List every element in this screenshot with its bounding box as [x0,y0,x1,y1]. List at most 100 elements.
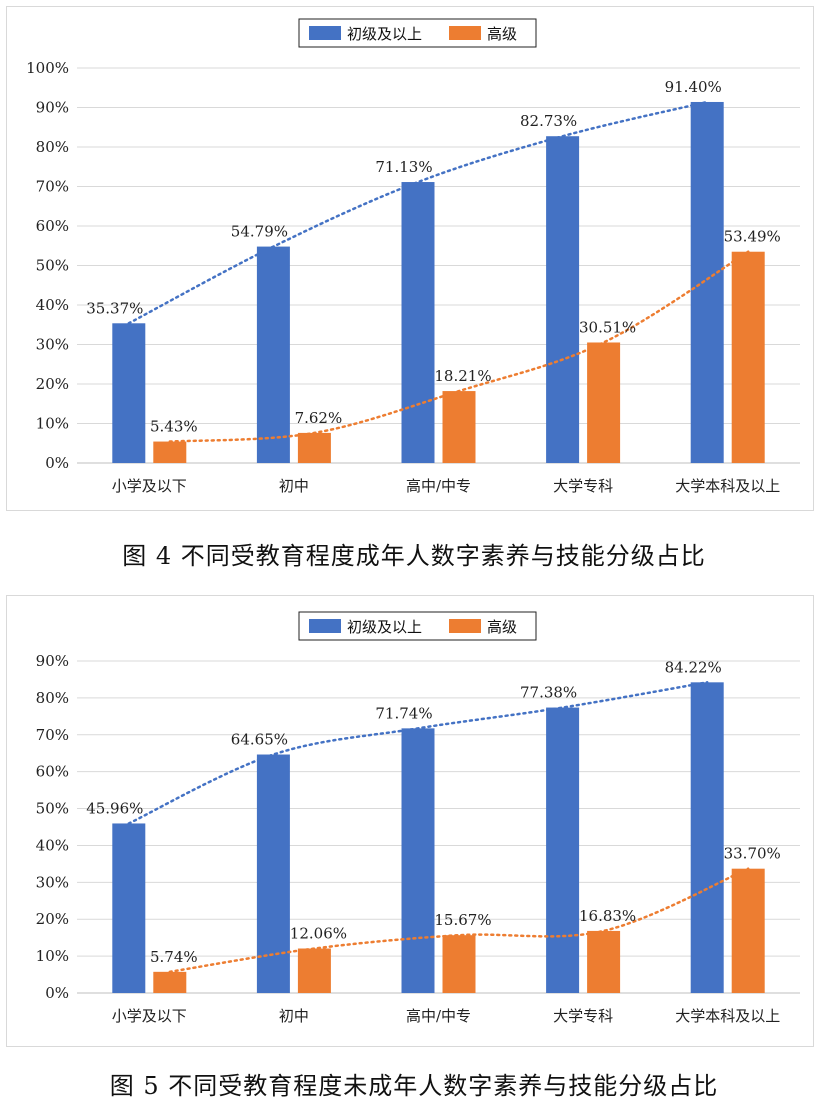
chart-5: 初级及以上 高级 0% 10% 20% 30% 40% 50% 60% 70% 80% 90% 45.9… [6,595,814,1047]
bar-1-1 [297,432,331,463]
y-tick-label: 50% [36,257,69,275]
data-labels-1: 5.74% 12.06% 15.67% 16.83% 33.70% [150,845,781,966]
bar-1-1 [297,948,331,993]
x-tick-label-0: 小学及以下 [112,477,187,495]
y-tick-label: 70% [36,726,69,744]
data-label-0-4: 91.40% [665,78,722,96]
y-tick-label: 30% [36,873,69,891]
bar-0-4 [690,101,724,463]
data-label-0-2: 71.13% [375,158,432,176]
series-1 [153,251,765,463]
data-label-0-2: 71.74% [375,704,432,722]
data-label-0-4: 84.22% [665,658,722,676]
x-tick-label-3: 大学专科 [553,477,613,495]
data-label-1-0: 5.74% [150,948,198,966]
bar-0-0 [112,323,146,463]
legend-label-0: 初级及以上 [347,618,422,636]
bar-1-4 [731,868,765,993]
bar-1-4 [731,251,765,463]
legend: 初级及以上 高级 [298,18,537,48]
y-tick-label: 70% [36,178,69,196]
bar-1-2 [442,391,476,463]
y-tick-label: 90% [36,99,69,117]
chart-4-plot: 初级及以上 高级 0% 10% 20% 30% 40% 50% 60% 70% 80% 90% 100%… [26,18,800,495]
x-tick-label-1: 初中 [279,477,309,495]
legend: 初级及以上 高级 [298,611,537,641]
data-label-0-0: 35.37% [86,299,143,317]
x-tick-label-1: 初中 [279,1007,309,1025]
y-tick-label: 30% [36,336,69,354]
legend-swatch-1 [449,26,481,40]
data-label-1-4: 53.49% [724,228,781,246]
data-labels-0: 35.37% 54.79% 71.13% 82.73% 91.40% [86,78,722,317]
y-tick-label: 80% [36,689,69,707]
series-0 [112,682,724,993]
bar-1-3 [587,342,621,463]
bar-0-0 [112,823,146,993]
y-tick-label: 60% [36,763,69,781]
bar-0-3 [546,136,580,464]
x-tick-label-4: 大学本科及以上 [675,1007,780,1025]
y-tick-label: 0% [45,984,69,1002]
data-label-1-3: 16.83% [579,907,636,925]
bar-0-1 [256,246,290,463]
trendline-0 [127,681,709,825]
data-label-0-1: 54.79% [231,223,288,241]
bar-0-2 [401,182,435,463]
data-label-1-3: 30.51% [579,318,636,336]
trendline-1 [168,867,750,974]
data-labels-1: 5.43% 7.62% 18.21% 30.51% 53.49% [150,228,781,436]
x-tick-label-3: 大学专科 [553,1007,613,1025]
bar-0-4 [690,682,724,993]
y-tick-label: 20% [36,910,69,928]
legend-label-1: 高级 [487,25,517,43]
chart-4-caption: 图 4 不同受教育程度成年人数字素养与技能分级占比 [122,542,706,570]
y-tick-label: 40% [36,296,69,314]
legend-swatch-0 [309,26,341,40]
y-tick-label: 40% [36,836,69,854]
bar-1-0 [153,971,187,993]
trendline-0 [127,100,709,325]
y-tick-label: 0% [45,454,69,472]
data-label-1-2: 18.21% [434,367,491,385]
data-label-1-4: 33.70% [724,845,781,863]
bar-0-1 [256,754,290,993]
series-0 [112,101,724,464]
y-tick-label: 20% [36,375,69,393]
bar-1-0 [153,441,187,463]
legend-swatch-0 [309,619,341,633]
y-tick-label: 10% [36,947,69,965]
bar-1-3 [587,930,621,993]
legend-label-0: 初级及以上 [347,25,422,43]
data-labels-0: 45.96% 64.65% 71.74% 77.38% 84.22% [86,658,722,817]
x-tick-labels: 小学及以下 初中 高中/中专 大学专科 大学本科及以上 [112,477,780,495]
x-tick-label-2: 高中/中专 [406,477,471,495]
bar-0-3 [546,707,580,993]
y-tick-label: 90% [36,652,69,670]
trendline-1 [168,250,750,443]
data-label-1-1: 7.62% [295,409,343,427]
data-label-1-2: 15.67% [434,911,491,929]
data-label-0-3: 82.73% [520,112,577,130]
y-tick-label: 60% [36,217,69,235]
data-label-0-3: 77.38% [520,684,577,702]
x-tick-label-2: 高中/中专 [406,1007,471,1025]
x-tick-label-4: 大学本科及以上 [675,477,780,495]
x-tick-label-0: 小学及以下 [112,1007,187,1025]
data-label-1-1: 12.06% [290,925,347,943]
y-tick-label: 80% [36,138,69,156]
chart-5-caption: 图 5 不同受教育程度未成年人数字素养与技能分级占比 [109,1072,719,1100]
legend-label-1: 高级 [487,618,517,636]
y-tick-label: 100% [26,59,69,77]
bar-1-2 [442,935,476,993]
series-1 [153,868,765,993]
y-tick-label: 10% [36,415,69,433]
y-tick-label: 50% [36,800,69,818]
bar-0-2 [401,728,435,993]
x-tick-labels: 小学及以下 初中 高中/中专 大学专科 大学本科及以上 [112,1007,780,1025]
chart-5-plot: 初级及以上 高级 0% 10% 20% 30% 40% 50% 60% 70% 80% 90% 45.9… [36,611,800,1025]
data-label-1-0: 5.43% [150,418,198,436]
legend-swatch-1 [449,619,481,633]
chart-4: 初级及以上 高级 0% 10% 20% 30% 40% 50% 60% 70% 80% 90% 100%… [6,6,814,511]
data-label-0-1: 64.65% [231,731,288,749]
